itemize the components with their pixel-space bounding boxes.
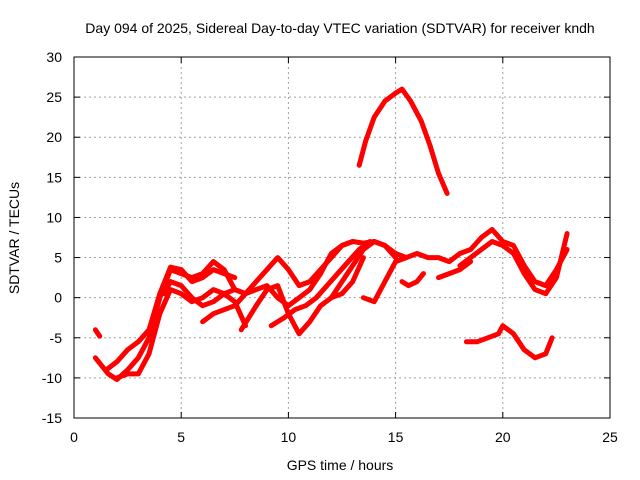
y-tick-label: -10 [42,370,62,386]
gridlines [74,57,610,418]
series-sat-h [268,239,373,329]
x-tick-label: 10 [281,429,297,445]
y-tick-label: 25 [46,89,62,105]
series-layer [92,86,570,382]
series-sat-f [200,239,399,325]
series-sat-o [463,323,555,361]
y-tick-label: -5 [50,330,63,346]
series-sat-g [238,255,366,337]
y-tick-label: 30 [46,49,62,65]
x-tick-label: 25 [602,429,618,445]
series-sat-i [328,227,570,301]
x-tick-label: 15 [388,429,404,445]
series-sat-n [356,86,450,196]
y-tick-label: -15 [42,410,62,426]
x-tick-label: 0 [70,429,78,445]
series-sat-j [457,231,570,297]
y-tick-label: 5 [54,250,62,266]
y-axis-label: SDTVAR / TECUs [6,182,22,294]
y-tick-label: 15 [46,169,62,185]
series-sat-e [161,239,356,309]
tick-marks [73,56,611,419]
y-tick-label: 0 [54,290,62,306]
x-axis-label: GPS time / hours [287,457,394,473]
series-sat-k [360,255,409,305]
series-sat-d [92,327,103,339]
series-sat-l [399,271,426,289]
chart-title: Day 094 of 2025, Sidereal Day-to-day VTE… [85,20,594,36]
y-tick-label: 20 [46,129,62,145]
series-sat-m [436,259,474,281]
plot-frame [73,56,611,419]
y-tick-label: 10 [46,209,62,225]
x-tick-label: 20 [495,429,511,445]
tick-labels: 0 5 10 15 20 25 -15 -10 -5 0 5 10 15 20 25 30 [42,49,618,445]
x-tick-label: 5 [177,429,185,445]
series-sat-b [103,264,238,373]
